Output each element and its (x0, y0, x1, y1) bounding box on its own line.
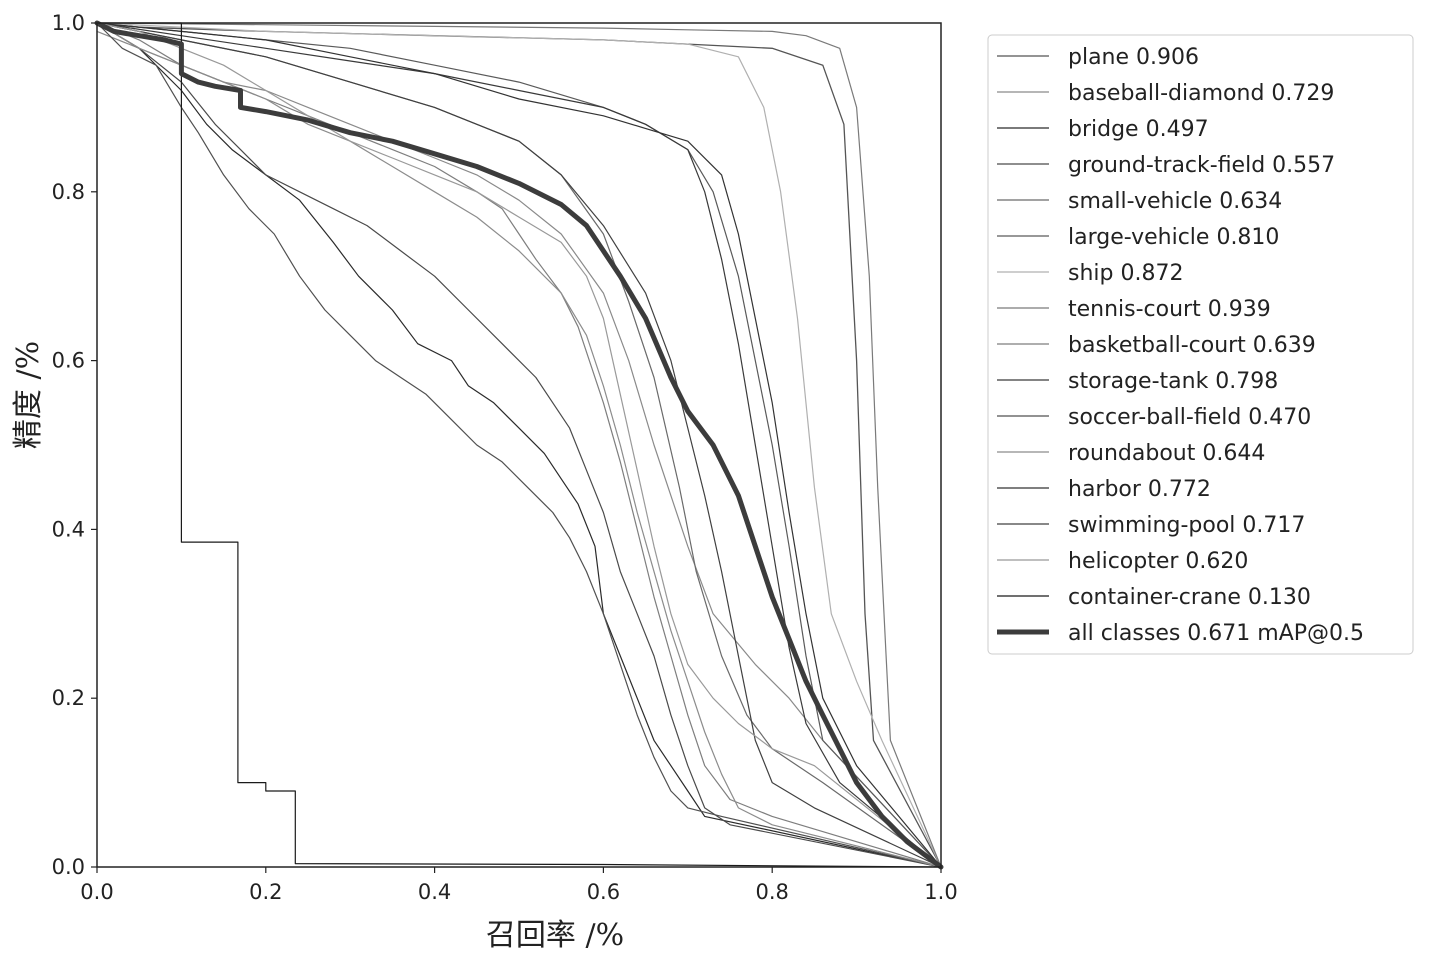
series-line-2 (96, 22, 942, 868)
legend-entry: all classes 0.671 mAP@0.5 (1068, 621, 1364, 646)
series-line-1 (96, 30, 942, 868)
y-tick-label: 0.4 (52, 517, 85, 541)
legend-entry: swimming-pool 0.717 (1068, 513, 1305, 538)
x-tick-label: 0.0 (80, 880, 113, 904)
legend-entry: helicopter 0.620 (1068, 549, 1248, 574)
series-line-13 (96, 22, 942, 868)
series-line-12 (96, 22, 942, 868)
legend-entry: harbor 0.772 (1068, 477, 1211, 502)
series-line-16 (94, 20, 944, 870)
legend-entry: large-vehicle 0.810 (1068, 225, 1279, 250)
y-tick-label: 1.0 (52, 11, 85, 35)
legend-entry: bridge 0.497 (1068, 117, 1209, 142)
series-line-10 (96, 22, 942, 868)
y-tick-label: 0.6 (52, 349, 85, 373)
legend-entry: soccer-ball-field 0.470 (1068, 405, 1311, 430)
y-axis-title: 精度 /% (11, 341, 46, 449)
x-tick-label: 0.4 (418, 880, 451, 904)
legend-entry: plane 0.906 (1068, 45, 1199, 70)
y-tick-label: 0.0 (52, 855, 85, 879)
legend-entry: small-vehicle 0.634 (1068, 189, 1282, 214)
legend: plane 0.906 baseball-diamond 0.729 bridge … (987, 34, 1414, 655)
legend-entry: ground-track-field 0.557 (1068, 153, 1335, 178)
x-tick-label: 1.0 (924, 880, 957, 904)
x-tick-label: 0.6 (587, 880, 620, 904)
series-line-7 (96, 22, 942, 868)
x-axis-title: 召回率 /% (486, 918, 624, 953)
legend-entry: baseball-diamond 0.729 (1068, 81, 1334, 106)
x-tick-label: 0.2 (249, 880, 282, 904)
legend-entry: tennis-court 0.939 (1068, 297, 1271, 322)
legend-entry: ship 0.872 (1068, 261, 1183, 286)
legend-entry: basketball-court 0.639 (1068, 333, 1316, 358)
plot-frame (96, 22, 942, 868)
y-tick-label: 0.8 (52, 180, 85, 204)
x-tick-label: 0.8 (755, 880, 788, 904)
legend-frame (987, 34, 1414, 655)
series-line-11 (96, 22, 942, 868)
y-tick-label: 0.2 (52, 686, 85, 710)
legend-entry: roundabout 0.644 (1068, 441, 1265, 466)
series-line-15 (96, 22, 942, 868)
series-line-14 (96, 22, 942, 868)
x-axis: 0.0 0.2 0.4 0.6 0.8 1.0 (80, 867, 958, 904)
y-axis: 0.0 0.2 0.4 0.6 0.8 1.0 (52, 11, 97, 879)
series-line-9 (96, 22, 942, 868)
legend-entry: storage-tank 0.798 (1068, 369, 1278, 394)
curves-layer (94, 20, 944, 870)
series-line-3 (96, 22, 942, 868)
series-line-6 (96, 22, 942, 868)
legend-entry: container-crane 0.130 (1068, 585, 1311, 610)
